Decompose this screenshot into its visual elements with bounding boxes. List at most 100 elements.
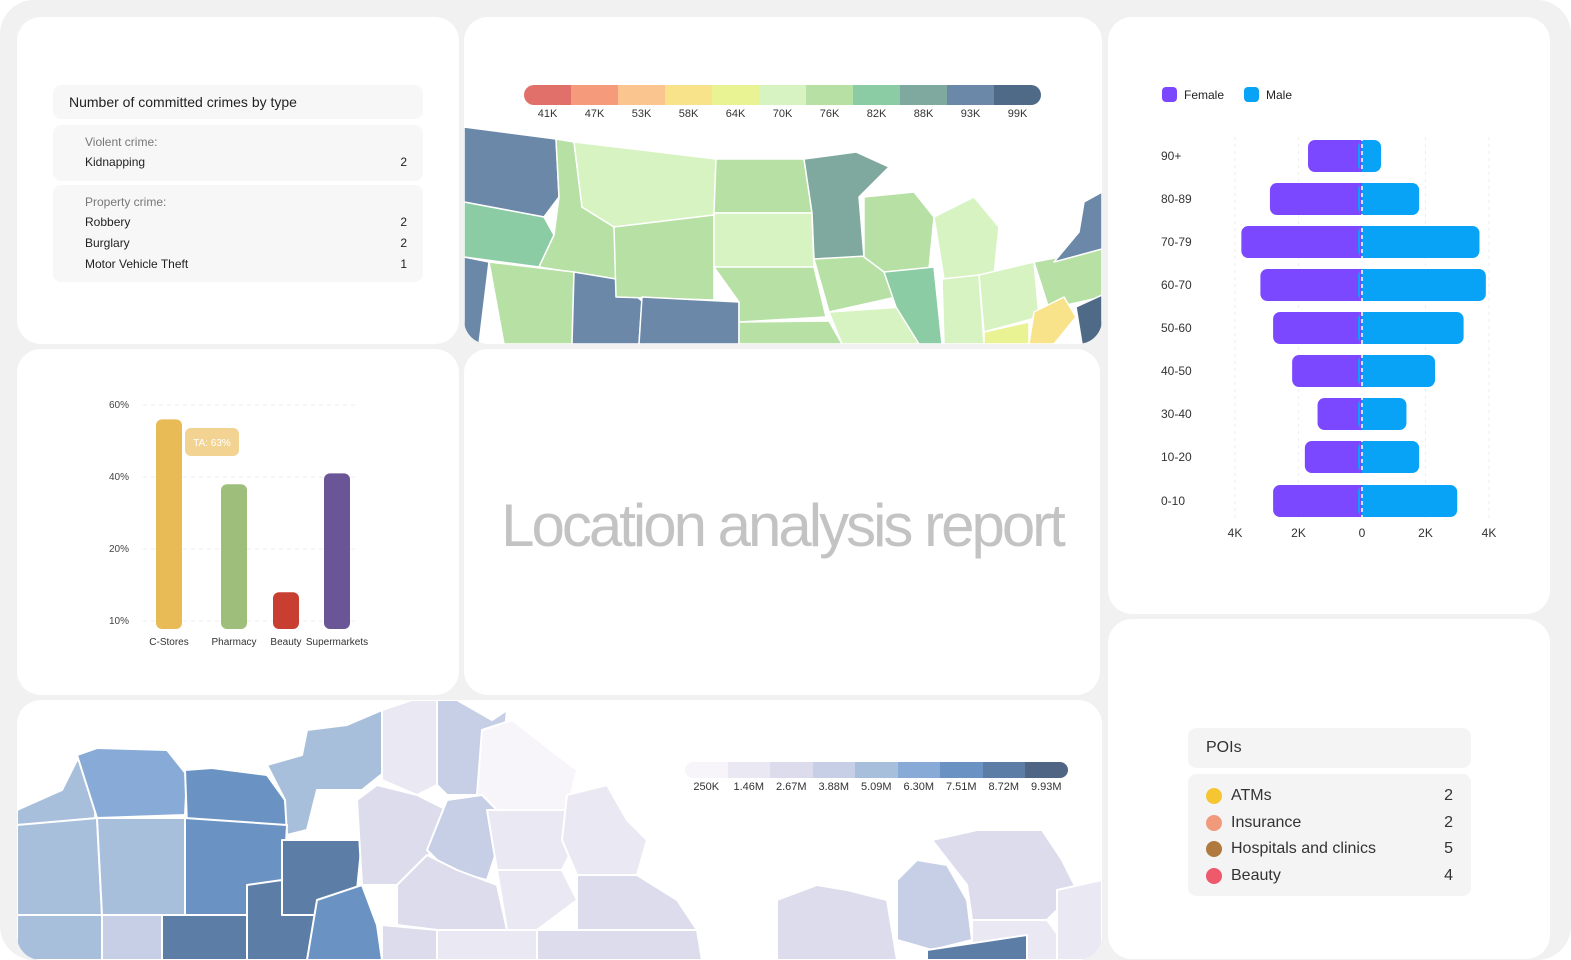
bar[interactable] [156, 419, 182, 629]
bar[interactable] [273, 592, 299, 629]
crime-label: Kidnapping [85, 155, 146, 169]
y-tick-label: 40% [109, 472, 129, 483]
male-bar[interactable] [1358, 398, 1407, 430]
legend-swatch [524, 85, 571, 105]
legend-tick-label: 58K [678, 108, 699, 120]
map-region [896, 859, 973, 951]
legend-swatch [1025, 762, 1068, 778]
legend-labels: 41K 47K 53K 58K 64K 70K 76K 82K 88K 93K 99K [524, 105, 1041, 120]
legend-tick-label: 1.46M [733, 781, 765, 793]
income-map-card: 41K 47K 53K 58K 64K 70K 76K 82K 88K 93K 99K [464, 17, 1102, 344]
crime-row: Motor Vehicle Theft 1 [85, 257, 407, 278]
legend-tick-label: 47K [584, 108, 605, 120]
legend-label: Female [1184, 87, 1225, 102]
crime-label: Motor Vehicle Theft [85, 257, 189, 271]
map-region [1075, 294, 1102, 344]
age-label: 50-60 [1161, 321, 1192, 335]
legend-swatch [855, 762, 898, 778]
map-region [161, 914, 248, 960]
bar[interactable] [324, 473, 350, 629]
female-bar[interactable] [1317, 398, 1366, 430]
map-region [713, 212, 815, 270]
poi-count: 5 [1444, 840, 1453, 858]
female-bar[interactable] [1260, 269, 1366, 301]
poi-count: 2 [1444, 787, 1453, 805]
legend-swatch [770, 762, 813, 778]
poi-dot [1206, 814, 1222, 831]
legend-female: Female [1162, 87, 1224, 102]
map-region [883, 266, 943, 344]
legend-label: Male [1266, 87, 1293, 102]
map-region [17, 914, 103, 960]
legend-tick-label: 8.72M [988, 781, 1020, 793]
legend-labels: 250K 1.46M 2.67M 3.88M 5.09M 6.30M 7.51M 8.72M 9… [685, 778, 1068, 793]
legend-swatch [994, 85, 1041, 105]
male-bar[interactable] [1358, 226, 1480, 258]
female-bar[interactable] [1269, 183, 1366, 215]
crime-row: Kidnapping 2 [85, 155, 407, 176]
legend-tick-label: 6.30M [903, 781, 935, 793]
poi-label: ATMs [1231, 787, 1272, 805]
map-region [76, 747, 188, 819]
male-bar-join [1362, 398, 1366, 430]
legend-bar [524, 85, 1041, 105]
legend-tick-label: 2.67M [775, 781, 807, 793]
male-bar-join [1362, 485, 1366, 517]
y-tick-label: 20% [109, 544, 129, 555]
legend-tick-label: 99K [1007, 108, 1028, 120]
age-label: 90+ [1161, 149, 1181, 163]
male-bar[interactable] [1358, 183, 1420, 215]
map-region [983, 321, 1030, 344]
male-bar-join [1362, 441, 1366, 473]
female-bar[interactable] [1304, 441, 1366, 473]
age-label: 40-50 [1161, 364, 1192, 378]
male-bar[interactable] [1358, 312, 1464, 344]
legend-swatch [685, 762, 728, 778]
poi-count: 4 [1444, 866, 1453, 884]
x-tick-label: 4K [1228, 526, 1243, 540]
poi-label: Hospitals and clinics [1231, 840, 1376, 858]
income-map[interactable] [464, 17, 1102, 344]
male-bar[interactable] [1358, 355, 1436, 387]
male-bar[interactable] [1358, 485, 1458, 517]
female-bar[interactable] [1273, 485, 1366, 517]
female-bar[interactable] [1241, 226, 1366, 258]
income-legend: 41K 47K 53K 58K 64K 70K 76K 82K 88K 93K 99K [524, 85, 1041, 120]
legend-swatch [982, 762, 1025, 778]
map-region [476, 719, 578, 811]
poi-count: 2 [1444, 813, 1453, 831]
male-bar[interactable] [1358, 269, 1486, 301]
bar[interactable] [221, 484, 247, 629]
crime-group-title: Violent crime: [85, 135, 158, 149]
poi-row: Beauty 4 [1206, 863, 1453, 890]
pois-title: POIs [1188, 728, 1471, 768]
age-label: 80-89 [1161, 192, 1192, 206]
legend-swatch [1244, 87, 1259, 102]
population-map[interactable] [17, 700, 1102, 960]
map-region [496, 869, 578, 931]
legend-swatch [712, 85, 759, 105]
x-tick-label: 2K [1418, 526, 1433, 540]
crime-row: Robbery 2 [85, 215, 407, 236]
female-bar[interactable] [1273, 312, 1366, 344]
population-legend: 250K 1.46M 2.67M 3.88M 5.09M 6.30M 7.51M 8.72M 9… [685, 762, 1068, 793]
map-region [863, 191, 935, 273]
x-tick-label: 2K [1291, 526, 1306, 540]
x-tick-label: Supermarkets [306, 637, 368, 648]
map-region [613, 214, 715, 301]
legend-tick-label: 41K [537, 108, 558, 120]
male-bar[interactable] [1358, 441, 1420, 473]
female-bar[interactable] [1292, 355, 1366, 387]
legend-swatch [618, 85, 665, 105]
male-bar-join [1362, 312, 1366, 344]
map-region [101, 914, 163, 960]
legend-tick-label: 3.88M [818, 781, 850, 793]
crimes-title: Number of committed crimes by type [53, 85, 423, 119]
female-bar[interactable] [1308, 140, 1366, 172]
age-label: 70-79 [1161, 235, 1192, 249]
map-region [96, 817, 186, 916]
legend-tick-label: 7.51M [945, 781, 977, 793]
title-card: Location analysis report [464, 349, 1100, 695]
legend-swatch [900, 85, 947, 105]
